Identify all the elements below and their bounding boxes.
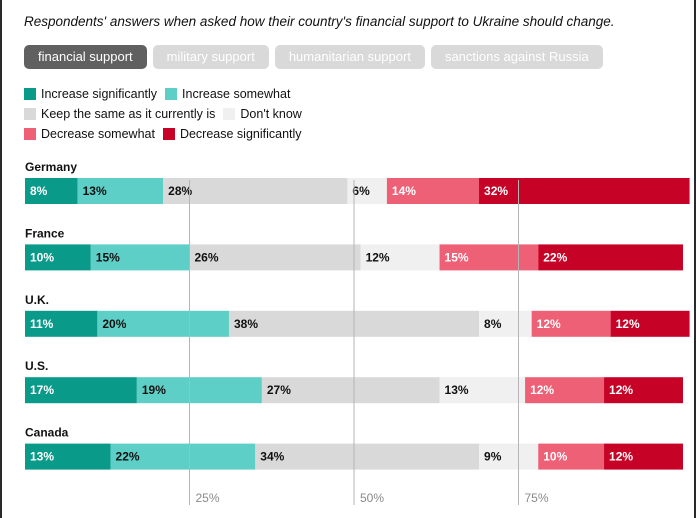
bar-value-label: 22%	[543, 250, 567, 264]
bar-segment	[136, 377, 262, 404]
bar-value-label: 10%	[30, 250, 54, 264]
bar-segment	[25, 310, 98, 337]
frame-border-left	[0, 0, 2, 518]
bar-value-label: 12%	[609, 450, 633, 464]
bar-value-label: 32%	[484, 184, 508, 198]
bar-value-label: 13%	[30, 450, 54, 464]
bar-segment	[189, 244, 361, 271]
legend-label: Increase somewhat	[182, 87, 291, 101]
bar-value-label: 13%	[445, 383, 469, 397]
tab-financial-support[interactable]: financial support	[24, 45, 147, 69]
bar-value-label: 27%	[267, 383, 291, 397]
country-label: France	[25, 226, 65, 240]
bar-value-label: 11%	[30, 317, 54, 331]
tab-bar: financial support military support human…	[24, 45, 603, 69]
x-tick-label: 75%	[525, 491, 549, 505]
bar-value-label: 15%	[96, 250, 120, 264]
bar-segment	[604, 377, 683, 404]
bar-segment	[439, 244, 539, 271]
x-tick-label: 50%	[360, 491, 384, 505]
tab-military-support[interactable]: military support	[152, 45, 269, 69]
bar-value-label: 12%	[616, 317, 640, 331]
legend-item-increase-somewhat: Increase somewhat	[165, 87, 290, 101]
legend-swatch	[223, 108, 236, 120]
country-label: Germany	[25, 160, 77, 174]
country-label: U.S.	[25, 359, 48, 373]
bar-segment	[360, 244, 440, 271]
bar-value-label: 17%	[30, 383, 54, 397]
bar-value-label: 14%	[392, 184, 416, 198]
bar-segment	[610, 310, 690, 337]
bar-segment	[97, 310, 229, 337]
bar-segment	[604, 443, 683, 470]
bar-value-label: 34%	[260, 450, 284, 464]
legend-swatch	[162, 128, 175, 140]
bar-value-label: 13%	[83, 184, 107, 198]
country-label: U.K.	[25, 293, 49, 307]
legend: Increase significantly Increase somewhat…	[24, 84, 310, 144]
bar-value-label: 12%	[366, 250, 390, 264]
tab-sanctions-against-russia[interactable]: sanctions against Russia	[430, 45, 603, 69]
bar-segment	[25, 178, 78, 204]
legend-label: Decrease significantly	[179, 127, 302, 141]
bars-group: 8% 13% 28% 6% 14% 32% 10% 15% 26% 12% 15% 22% 11% 20%…	[25, 178, 690, 470]
legend-swatch	[24, 88, 36, 100]
legend-item-decrease-somewhat: Decrease somewhat	[24, 127, 155, 141]
bar-segment	[90, 244, 190, 271]
bar-value-label: 8%	[484, 317, 502, 331]
tab-humanitarian-support[interactable]: humanitarian support	[274, 45, 425, 69]
bar-value-label: 15%	[445, 250, 469, 264]
bar-value-label: 38%	[234, 317, 258, 331]
bar-segment	[25, 244, 91, 271]
bar-value-label: 6%	[352, 184, 370, 198]
legend-swatch	[165, 88, 178, 100]
bar-value-label: 20%	[102, 317, 126, 331]
bar-value-label: 26%	[195, 250, 219, 264]
legend-label: Don't know	[240, 107, 302, 121]
legend-item-decrease-significantly: Decrease significantly	[162, 127, 302, 141]
bar-value-label: 28%	[168, 184, 192, 198]
legend-label: Increase significantly	[41, 87, 158, 101]
bar-segment	[538, 443, 605, 470]
bar-segment	[255, 443, 480, 470]
bar-segment	[479, 178, 690, 204]
bar-value-label: 9%	[484, 450, 502, 464]
bar-value-label: 12%	[530, 383, 554, 397]
x-tick-label: 25%	[196, 491, 220, 505]
bar-segment	[439, 377, 526, 404]
legend-label: Decrease somewhat	[41, 127, 155, 141]
bar-segment	[163, 178, 348, 204]
bar-value-label: 22%	[116, 450, 140, 464]
legend-item-dont-know: Don't know	[223, 107, 302, 121]
bar-segment	[25, 377, 137, 404]
bar-segment	[261, 377, 440, 404]
bar-value-label: 19%	[142, 383, 166, 397]
bar-value-label: 12%	[609, 383, 633, 397]
legend-item-increase-significantly: Increase significantly	[24, 87, 157, 101]
bar-segment	[479, 310, 532, 337]
bar-segment	[25, 443, 111, 470]
bar-segment	[479, 443, 539, 470]
bar-segment	[531, 310, 611, 337]
bar-segment	[386, 178, 480, 204]
bar-segment	[525, 377, 605, 404]
country-label: Canada	[25, 426, 69, 440]
bar-value-label: 8%	[30, 184, 48, 198]
legend-swatch	[24, 128, 36, 140]
frame-border-right	[694, 0, 696, 518]
bar-segment	[110, 443, 256, 470]
legend-item-keep-same: Keep the same as it currently is	[24, 107, 215, 121]
bar-segment	[77, 178, 164, 204]
legend-label: Keep the same as it currently is	[41, 107, 216, 121]
bar-value-label: 12%	[537, 317, 561, 331]
legend-swatch	[24, 108, 36, 120]
chart-subtitle: Respondents' answers when asked how thei…	[24, 14, 615, 29]
bar-value-label: 10%	[543, 450, 567, 464]
bar-segment	[538, 244, 683, 271]
